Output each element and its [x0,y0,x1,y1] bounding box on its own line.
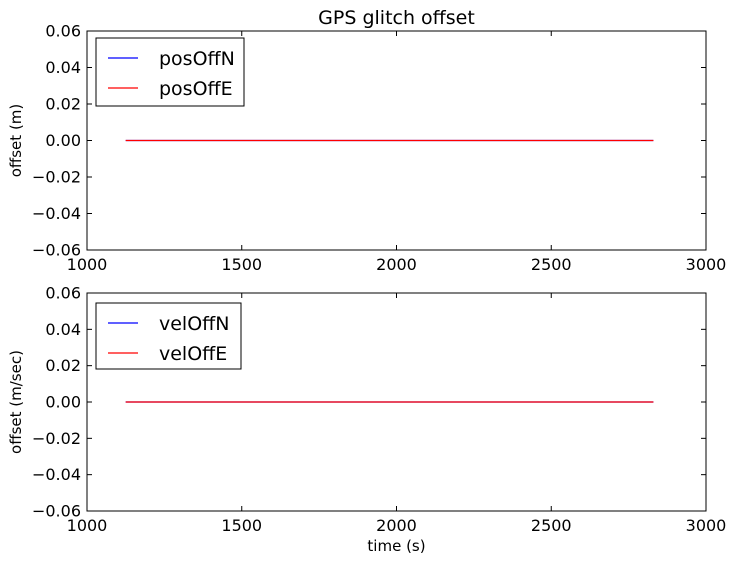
legend-label-velOffN: velOffN [159,313,229,335]
x-tick-label: 2500 [531,516,572,535]
x-tick-label: 2500 [531,255,572,274]
y-tick-label: 0.02 [45,95,81,114]
legend: velOffN velOffE [96,303,241,369]
y-tick-label: 0.04 [45,320,81,339]
x-axis-label: time (s) [367,537,425,555]
x-tick-label: 2000 [376,255,417,274]
legend: posOffN posOffE [96,38,244,106]
y-tick-label: −0.02 [32,429,81,448]
y-tick-label: 0.06 [45,22,81,41]
y-axis-label: offset (m) [7,104,25,178]
x-tick-label: 1500 [221,255,262,274]
y-tick-label: 0.06 [45,284,81,303]
y-tick-label: 0.02 [45,356,81,375]
legend-label-posOffE: posOffE [159,78,233,100]
y-tick-label: −0.02 [32,168,81,187]
y-tick-label: −0.04 [32,204,81,223]
y-tick-label: 0.00 [45,131,81,150]
y-axis-label: offset (m/sec) [7,350,25,454]
y-tick-label: 0.04 [45,58,81,77]
y-tick-label: −0.06 [32,241,81,260]
y-tick-label: −0.06 [32,502,81,521]
legend-label-posOffN: posOffN [159,48,235,70]
y-tick-label: 0.00 [45,393,81,412]
y-tick-label: −0.04 [32,465,81,484]
x-tick-label: 3000 [686,255,727,274]
plot-panel-1: 1000 1500 2000 2500 30000.060.040.020.00−0.0… [7,7,726,274]
plot-panel-2: 1000 1500 2000 2500 30000.060.040.020.00−0.0… [7,284,726,556]
chart-title: GPS glitch offset [318,7,475,29]
legend-label-velOffE: velOffE [159,343,227,365]
x-tick-label: 1500 [221,516,262,535]
x-tick-label: 3000 [686,516,727,535]
x-tick-label: 2000 [376,516,417,535]
